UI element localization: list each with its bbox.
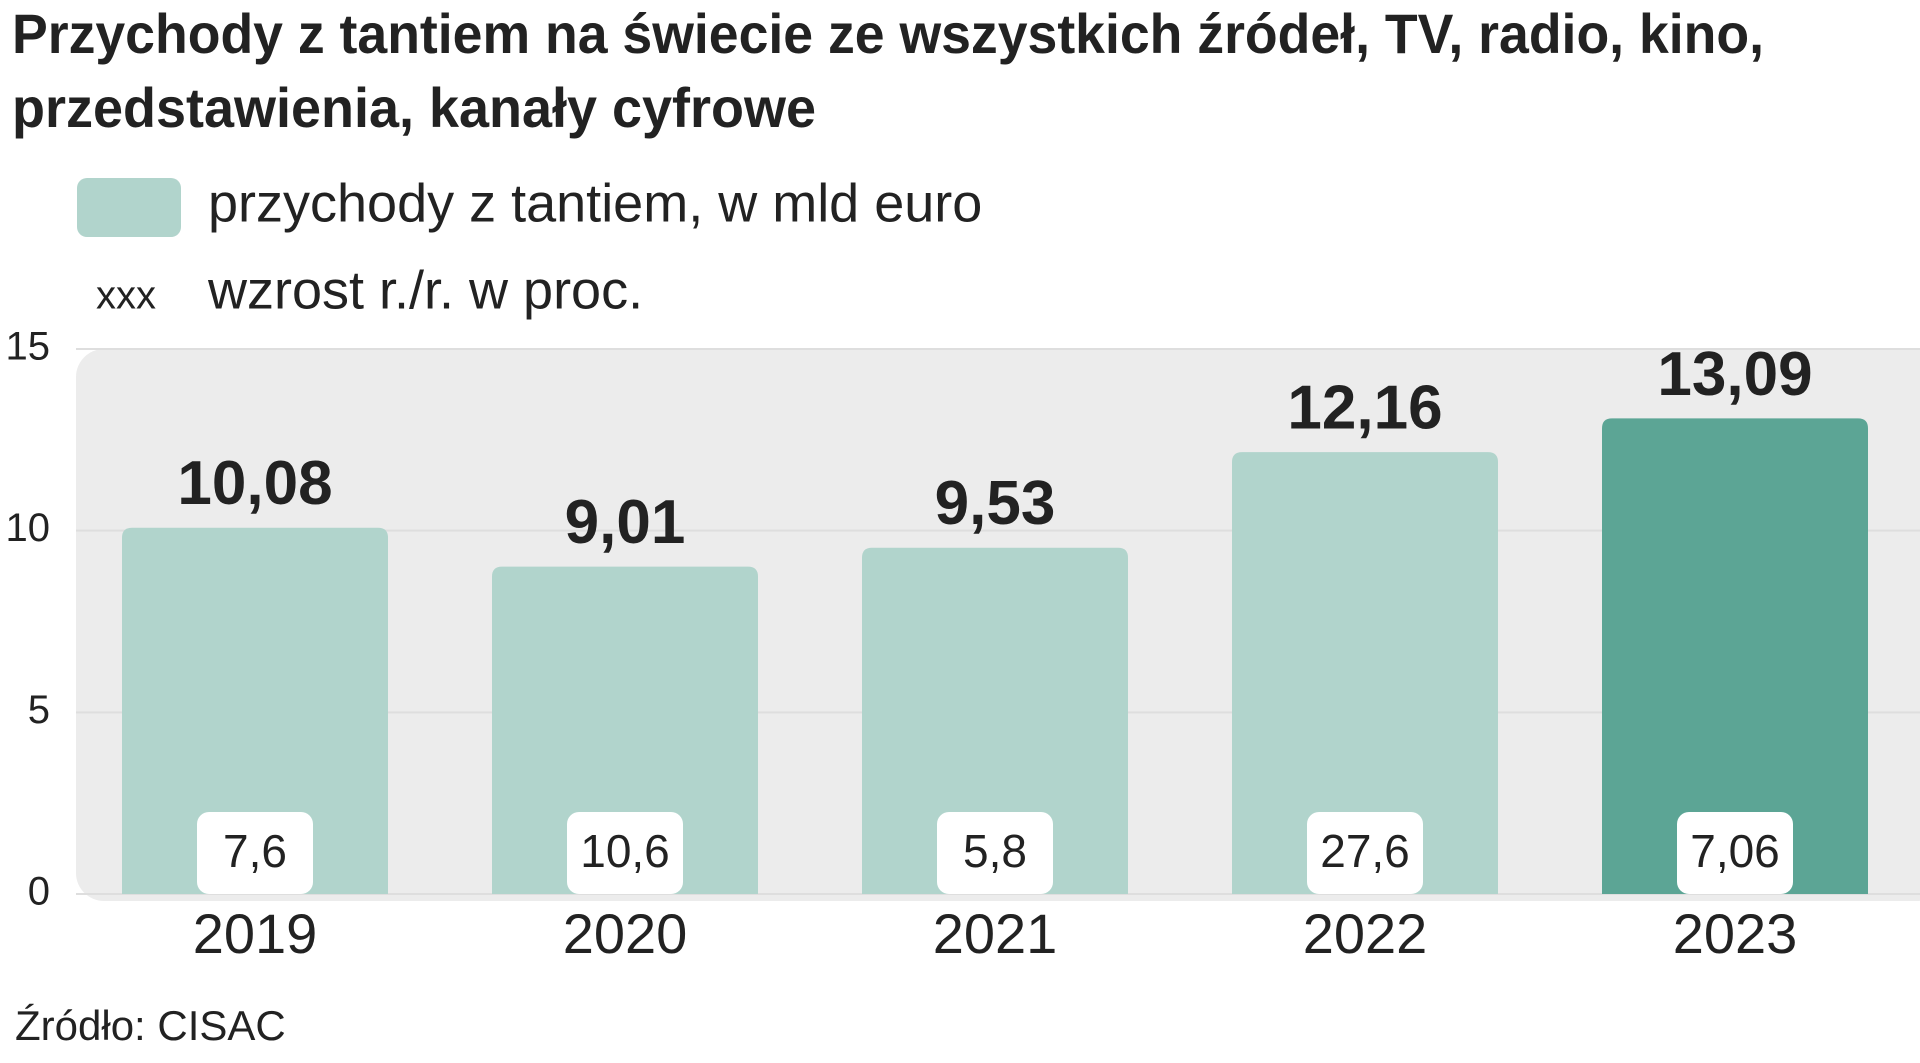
growth-label: 5,8 bbox=[963, 825, 1027, 877]
legend-swatch bbox=[77, 178, 181, 237]
bar bbox=[862, 547, 1128, 894]
growth-label: 27,6 bbox=[1320, 825, 1410, 877]
growth-label: 7,06 bbox=[1690, 825, 1780, 877]
legend-symbol: xxx bbox=[96, 274, 156, 318]
x-tick-label: 2020 bbox=[563, 902, 688, 965]
x-tick-label: 2021 bbox=[933, 902, 1058, 965]
chart-title: Przychody z tantiem na świecie ze wszyst… bbox=[12, 2, 1764, 65]
growth-box bbox=[1307, 812, 1423, 894]
bar bbox=[492, 566, 758, 894]
bar bbox=[122, 527, 388, 894]
x-tick-label: 2022 bbox=[1303, 902, 1428, 965]
value-label: 9,53 bbox=[935, 469, 1056, 538]
source: Źródło: CISAC bbox=[15, 1002, 286, 1049]
y-tick-label: 15 bbox=[6, 325, 51, 369]
growth-box bbox=[197, 812, 313, 894]
growth-label: 7,6 bbox=[223, 825, 287, 877]
legend-label: przychody z tantiem, w mld euro bbox=[208, 173, 982, 233]
value-label: 12,16 bbox=[1287, 374, 1442, 443]
y-tick-label: 0 bbox=[28, 870, 50, 914]
growth-box bbox=[937, 812, 1053, 894]
x-tick-label: 2019 bbox=[193, 902, 318, 965]
y-tick-label: 10 bbox=[6, 506, 51, 550]
legend-label: wzrost r./r. w proc. bbox=[207, 260, 643, 320]
y-tick-label: 5 bbox=[28, 688, 50, 732]
value-label: 10,08 bbox=[177, 449, 332, 518]
x-tick-label: 2023 bbox=[1673, 902, 1798, 965]
chart-title: przedstawienia, kanały cyfrowe bbox=[12, 76, 816, 139]
value-label: 9,01 bbox=[565, 488, 686, 557]
value-label: 13,09 bbox=[1657, 340, 1812, 409]
growth-box bbox=[567, 812, 683, 894]
growth-box bbox=[1677, 812, 1793, 894]
bar bbox=[1602, 418, 1868, 894]
bar bbox=[1232, 452, 1498, 894]
growth-label: 10,6 bbox=[580, 825, 670, 877]
